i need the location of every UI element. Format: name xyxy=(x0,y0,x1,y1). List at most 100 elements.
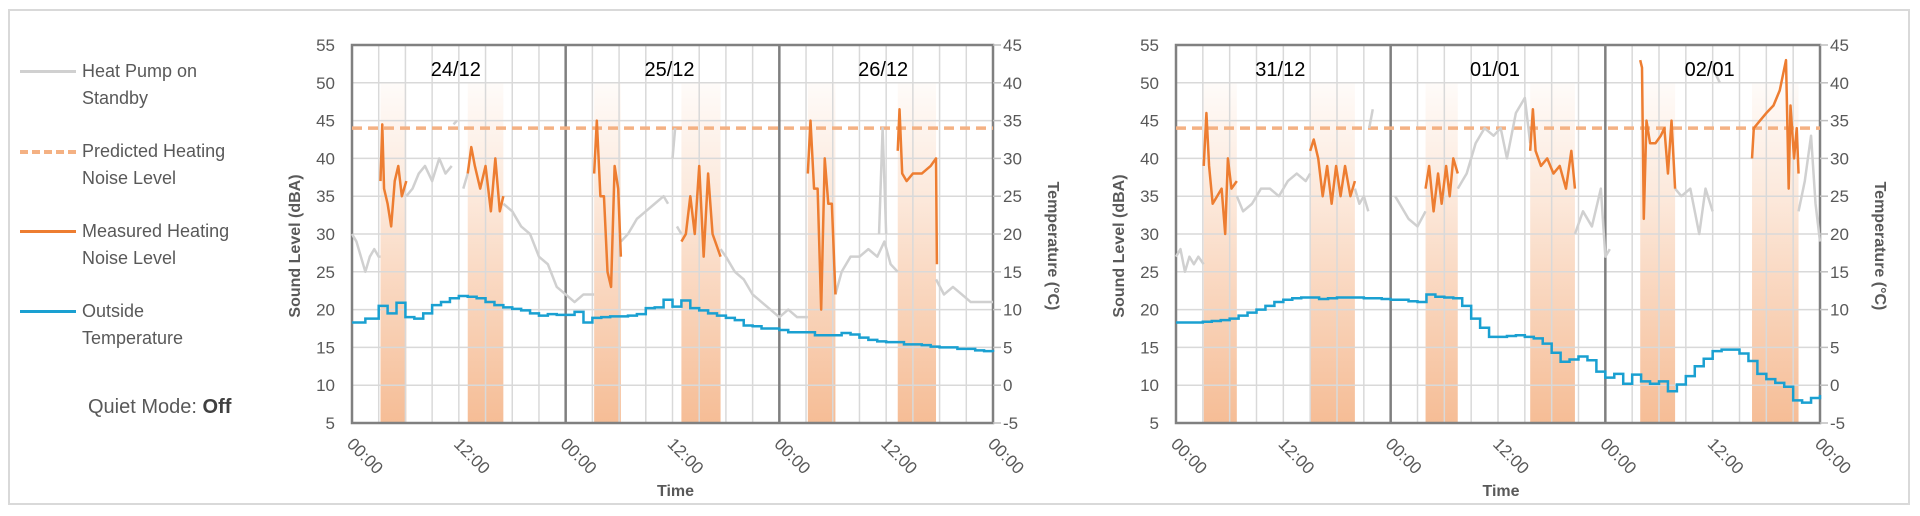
standby-noise-line xyxy=(350,233,381,274)
standby-noise-line xyxy=(619,194,670,243)
right-axis-tick-label: 20 xyxy=(1830,225,1849,244)
chart-panel-1: 5 10 15 20 25 30 35 40 45 50 55 -5 0 5 10 15 20 25 30 35 40 4… xyxy=(287,36,1061,500)
right-axis-tick-label: 40 xyxy=(1830,74,1849,93)
standby-noise-line xyxy=(1573,187,1611,258)
chart-panel-2: 5 10 15 20 25 30 35 40 45 50 55 -5 0 5 10 15 20 25 30 35 40 4… xyxy=(1111,36,1888,500)
measured-noise-line xyxy=(806,119,837,311)
standby-noise-line xyxy=(1456,96,1532,190)
standby-noise-line xyxy=(1715,74,1721,84)
right-axis-tick-label: 25 xyxy=(1003,187,1022,206)
heating-period-band xyxy=(681,83,721,423)
standby-noise-line xyxy=(1367,109,1375,129)
legend-label-standby: Heat Pump on Standby xyxy=(82,58,272,112)
legend-label-line1: Measured Heating xyxy=(82,221,230,241)
standby-noise-line xyxy=(934,278,993,304)
left-axis-tick-label: 15 xyxy=(1140,338,1159,357)
right-axis-tick-label: 30 xyxy=(1003,149,1022,168)
right-axis-tick-label: 45 xyxy=(1830,36,1849,55)
day-label: 24/12 xyxy=(431,59,481,81)
standby-noise-line xyxy=(877,126,888,235)
legend-label-temperature: Outside Temperature xyxy=(82,298,272,352)
standby-noise-line xyxy=(1353,188,1370,212)
x-axis-tick-label: 12:00 xyxy=(664,434,708,478)
x-axis-tick-label: 12:00 xyxy=(1704,434,1748,478)
left-axis-title: Sound Level (dBA) xyxy=(287,174,304,317)
right-axis-tick-label: 40 xyxy=(1003,74,1022,93)
right-axis-title: Temperature (°C) xyxy=(1044,182,1061,311)
day-label: 01/01 xyxy=(1470,59,1520,81)
left-axis-tick-label: 45 xyxy=(1140,112,1159,131)
measured-noise-line xyxy=(1750,58,1800,190)
right-axis-tick-label: 15 xyxy=(1830,263,1849,282)
legend-label-line2: Standby xyxy=(82,88,149,108)
right-axis-tick-label: 5 xyxy=(1003,338,1012,357)
left-axis-tick-label: 25 xyxy=(316,263,335,282)
predicted-dashed-line-swatch-icon xyxy=(20,150,76,154)
temperature-line-swatch-icon xyxy=(20,310,76,313)
measured-noise-line xyxy=(1424,157,1459,213)
standby-noise-line xyxy=(834,240,899,295)
right-axis-tick-label: -5 xyxy=(1830,414,1845,433)
left-axis-tick-label: 20 xyxy=(316,301,335,320)
right-axis-tick-label: 35 xyxy=(1003,112,1022,131)
measured-noise-line xyxy=(379,123,408,228)
left-axis-tick-label: 50 xyxy=(1140,74,1159,93)
quiet-mode-value: Off xyxy=(202,396,232,418)
right-axis-tick-label: 10 xyxy=(1830,301,1849,320)
left-axis-tick-label: 50 xyxy=(316,74,335,93)
left-axis-tick-label: 40 xyxy=(316,149,335,168)
outside-temperature-line xyxy=(1176,293,1822,404)
x-axis-title: Time xyxy=(657,483,694,500)
measured-noise-line xyxy=(1528,108,1577,190)
standby-noise-line xyxy=(1674,187,1714,236)
x-axis-title: Time xyxy=(1482,483,1519,500)
measured-noise-line xyxy=(592,119,623,289)
heating-period-band xyxy=(380,83,407,423)
left-axis-tick-label: 55 xyxy=(316,36,335,55)
measured-line-swatch-icon xyxy=(20,230,76,233)
legend-label-predicted: Predicted Heating Noise Level xyxy=(82,138,272,192)
legend: Heat Pump on Standby Predicted Heating N… xyxy=(18,58,258,378)
x-axis-tick-label: 00:00 xyxy=(1382,434,1426,478)
left-axis-tick-label: 55 xyxy=(1140,36,1159,55)
right-axis-tick-label: -5 xyxy=(1003,414,1018,433)
left-axis-tick-label: 45 xyxy=(316,112,335,131)
right-axis-tick-label: 5 xyxy=(1830,338,1839,357)
x-axis-tick-label: 12:00 xyxy=(450,434,494,478)
right-axis-tick-label: 45 xyxy=(1003,36,1022,55)
outside-temperature-line xyxy=(352,294,995,353)
x-axis-tick-label: 12:00 xyxy=(877,434,921,478)
legend-label-measured: Measured Heating Noise Level xyxy=(82,218,272,272)
legend-item-measured: Measured Heating Noise Level xyxy=(18,218,258,298)
right-axis-tick-label: 35 xyxy=(1830,112,1849,131)
legend-item-standby: Heat Pump on Standby xyxy=(18,58,258,138)
standby-noise-line xyxy=(1235,172,1312,213)
left-axis-tick-label: 20 xyxy=(1140,301,1159,320)
right-axis-title: Temperature (°C) xyxy=(1871,182,1888,311)
standby-noise-line xyxy=(675,225,683,235)
day-label: 31/12 xyxy=(1255,59,1305,81)
left-axis-tick-label: 5 xyxy=(1150,414,1159,433)
left-axis-tick-label: 35 xyxy=(316,187,335,206)
x-axis-tick-label: 00:00 xyxy=(1811,434,1855,478)
measured-noise-line xyxy=(896,108,939,265)
standby-noise-line xyxy=(671,128,677,159)
heating-period-band xyxy=(897,83,937,423)
x-axis-tick-label: 00:00 xyxy=(343,434,387,478)
x-axis-tick-label: 00:00 xyxy=(1167,434,1211,478)
quiet-mode-status: Quiet Mode: Off xyxy=(88,396,231,419)
legend-label-line1: Heat Pump on xyxy=(82,61,198,81)
x-axis-tick-label: 12:00 xyxy=(1489,434,1533,478)
x-axis-tick-label: 00:00 xyxy=(771,434,815,478)
heating-period-band xyxy=(1530,83,1575,423)
left-axis-tick-label: 35 xyxy=(1140,187,1159,206)
left-axis-tick-label: 5 xyxy=(326,414,335,433)
legend-item-temperature: Outside Temperature xyxy=(18,298,258,378)
right-axis-tick-label: 30 xyxy=(1830,149,1849,168)
left-axis-tick-label: 25 xyxy=(1140,263,1159,282)
left-axis-tick-label: 15 xyxy=(316,338,335,357)
standby-noise-line xyxy=(452,119,458,126)
standby-noise-line xyxy=(719,248,808,319)
heating-period-band xyxy=(1203,83,1237,423)
